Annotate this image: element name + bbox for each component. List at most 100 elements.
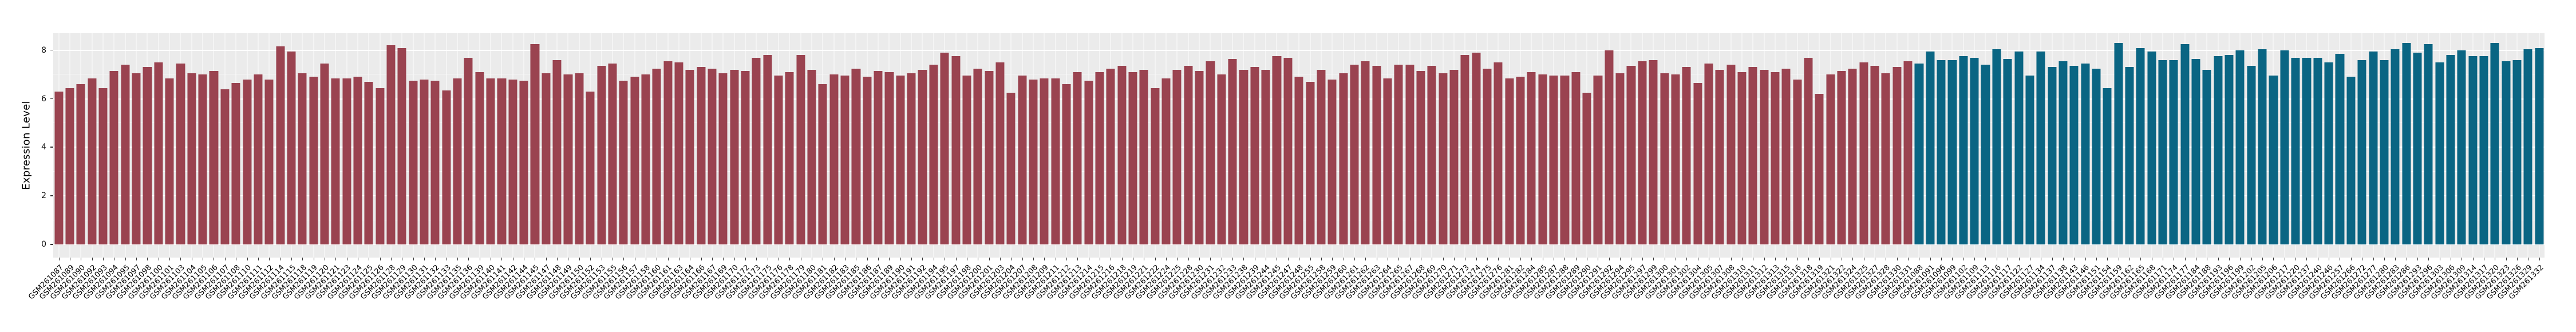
bar xyxy=(575,73,584,244)
bar-slot xyxy=(1659,33,1670,260)
bar-slot xyxy=(685,33,696,260)
bar xyxy=(497,78,506,244)
bar xyxy=(1881,73,1890,244)
bar xyxy=(2424,44,2433,244)
bar xyxy=(1715,69,1724,244)
bar-slot xyxy=(1581,33,1592,260)
bars-container xyxy=(53,33,2545,260)
bar xyxy=(829,74,839,244)
bar xyxy=(386,45,396,244)
bar-slot xyxy=(286,33,297,260)
bar-slot xyxy=(1327,33,1338,260)
bar-slot xyxy=(585,33,596,260)
bar-slot xyxy=(330,33,341,260)
bar xyxy=(1361,61,1370,244)
bar-slot xyxy=(530,33,540,260)
bar xyxy=(331,78,340,244)
bar-slot xyxy=(153,33,164,260)
bar-slot xyxy=(1515,33,1526,260)
bar-slot xyxy=(629,33,640,260)
x-tick-mark xyxy=(546,258,547,260)
bar xyxy=(242,79,252,244)
bar-slot xyxy=(242,33,252,260)
x-tick-mark xyxy=(1210,258,1211,260)
bar xyxy=(1815,94,1824,244)
bar xyxy=(1538,74,1547,244)
bar-slot xyxy=(1703,33,1714,260)
bar xyxy=(1383,78,1392,244)
x-tick-mark xyxy=(1775,258,1776,260)
x-tick-mark xyxy=(1398,258,1400,260)
x-tick-mark xyxy=(989,258,990,260)
x-tick-mark xyxy=(2018,258,2020,260)
bar-slot xyxy=(319,33,330,260)
bar-slot xyxy=(1415,33,1426,260)
bar xyxy=(2269,76,2278,244)
x-tick-mark xyxy=(1243,258,1244,260)
bar xyxy=(1161,78,1171,244)
bar-slot xyxy=(2257,33,2267,260)
bar-slot xyxy=(2069,33,2080,260)
x-tick-mark xyxy=(1121,258,1123,260)
x-tick-mark xyxy=(2140,258,2142,260)
bar xyxy=(929,65,938,244)
bar-slot xyxy=(1559,33,1570,260)
bar-slot xyxy=(2467,33,2478,260)
bar xyxy=(98,88,108,244)
y-axis-ticks: 0 2 4 6 8 xyxy=(0,33,53,258)
bar-slot xyxy=(1736,33,1747,260)
bar-slot xyxy=(1714,33,1725,260)
bar xyxy=(353,77,362,244)
x-tick-mark xyxy=(380,258,381,260)
x-tick-mark xyxy=(723,258,724,260)
bar-slot xyxy=(463,33,474,260)
bar xyxy=(608,64,617,244)
bar-slot xyxy=(397,33,408,260)
bar-slot xyxy=(1869,33,1880,260)
bar-slot xyxy=(795,33,806,260)
bar xyxy=(2380,60,2389,244)
bar xyxy=(697,67,706,244)
bar xyxy=(1018,76,1027,244)
bar-slot xyxy=(862,33,872,260)
bar-slot xyxy=(662,33,673,260)
bar xyxy=(940,53,949,244)
x-tick-mark xyxy=(92,258,93,260)
bar xyxy=(641,74,650,244)
x-tick-mark xyxy=(224,258,226,260)
bar xyxy=(807,69,816,244)
bar-slot xyxy=(97,33,108,260)
bar xyxy=(1483,68,1492,244)
bar xyxy=(1283,57,1293,244)
x-tick-mark xyxy=(1409,258,1411,260)
bar xyxy=(1926,51,1935,244)
x-tick-mark xyxy=(2251,258,2252,260)
bar-slot xyxy=(53,33,64,260)
x-tick-mark xyxy=(1653,258,1654,260)
bar xyxy=(2103,88,2112,244)
x-tick-mark xyxy=(258,258,259,260)
bar-slot xyxy=(1083,33,1094,260)
bar-slot xyxy=(430,33,441,260)
x-tick-mark xyxy=(2472,258,2474,260)
bar-slot xyxy=(1548,33,1559,260)
bar xyxy=(1593,76,1602,244)
bar-slot xyxy=(895,33,906,260)
bar xyxy=(486,78,495,244)
x-tick-mark xyxy=(2306,258,2308,260)
bar-slot xyxy=(2080,33,2091,260)
bar xyxy=(2025,76,2034,244)
x-tick-mark xyxy=(1786,258,1787,260)
bar xyxy=(187,73,196,244)
bar-slot xyxy=(175,33,186,260)
bar-slot xyxy=(762,33,773,260)
bar xyxy=(896,76,905,244)
x-tick-mark xyxy=(457,258,459,260)
bar-slot xyxy=(1393,33,1404,260)
bar xyxy=(154,62,163,244)
x-tick-mark xyxy=(1443,258,1444,260)
bar-slot xyxy=(1759,33,1769,260)
bar-slot xyxy=(1360,33,1371,260)
bar xyxy=(1704,64,1713,244)
bar xyxy=(1959,56,1968,244)
